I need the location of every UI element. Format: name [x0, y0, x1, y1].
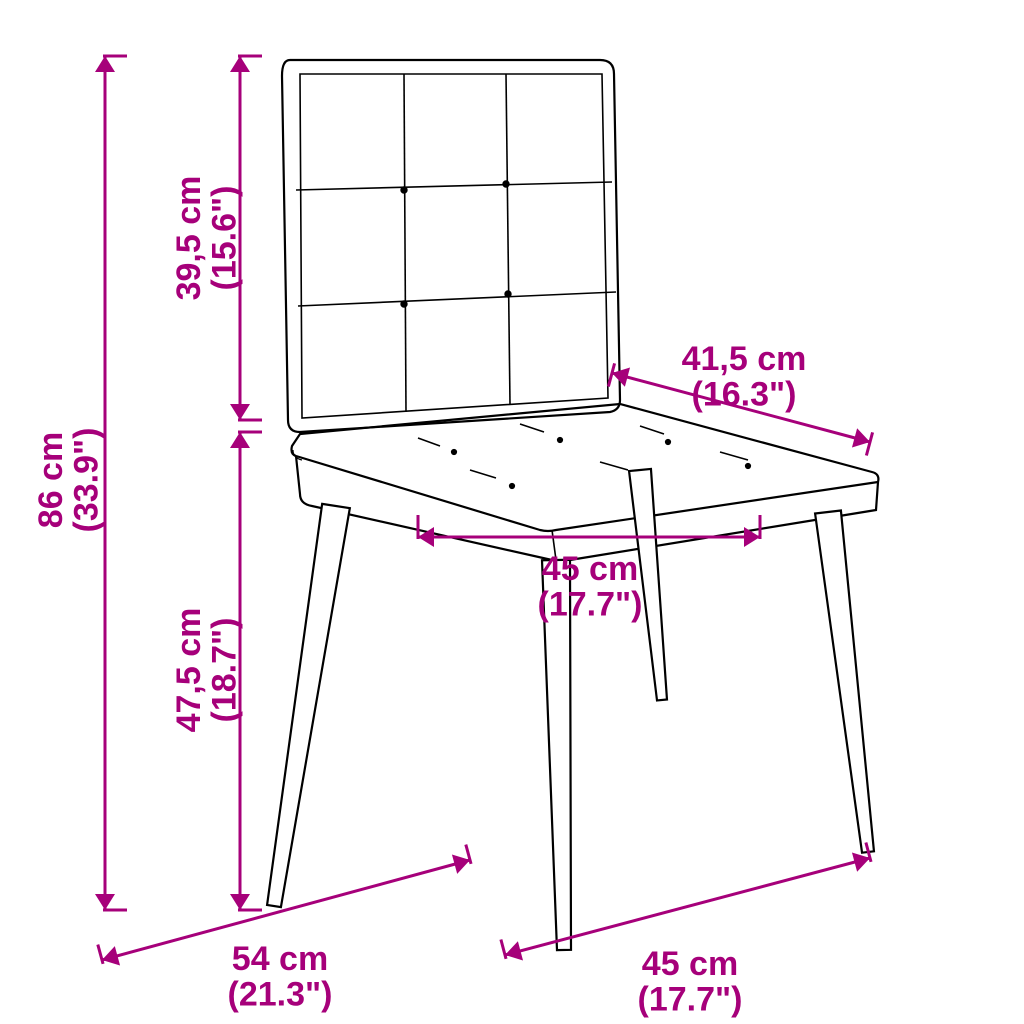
dimension-label-base_width: 45 cm(17.7") [638, 945, 743, 1019]
dimension-label-back_height: 39,5 cm(15.6") [170, 176, 244, 301]
dimension-label-seat_height: 47,5 cm(18.7") [170, 608, 244, 733]
dimension-label-seat_depth: 41,5 cm(16.3") [682, 340, 807, 414]
dimension-label-base_depth: 54 cm(21.3") [228, 940, 333, 1014]
dimension-label-seat_width: 45 cm(17.7") [538, 550, 643, 624]
chair-outline [267, 60, 878, 950]
dimension-label-overall_height: 86 cm(33.9") [32, 428, 106, 533]
